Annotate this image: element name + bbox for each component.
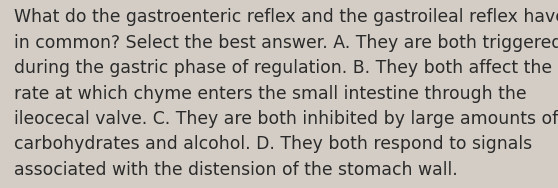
Text: associated with the distension of the stomach wall.: associated with the distension of the st…	[14, 161, 458, 179]
Text: ileocecal valve. C. They are both inhibited by large amounts of: ileocecal valve. C. They are both inhibi…	[14, 110, 558, 128]
Text: carbohydrates and alcohol. D. They both respond to signals: carbohydrates and alcohol. D. They both …	[14, 135, 532, 153]
Text: during the gastric phase of regulation. B. They both affect the: during the gastric phase of regulation. …	[14, 59, 552, 77]
Text: in common? Select the best answer. A. They are both triggered: in common? Select the best answer. A. Th…	[14, 34, 558, 52]
Text: What do the gastroenteric reflex and the gastroileal reflex have: What do the gastroenteric reflex and the…	[14, 8, 558, 27]
Text: rate at which chyme enters the small intestine through the: rate at which chyme enters the small int…	[14, 85, 526, 103]
